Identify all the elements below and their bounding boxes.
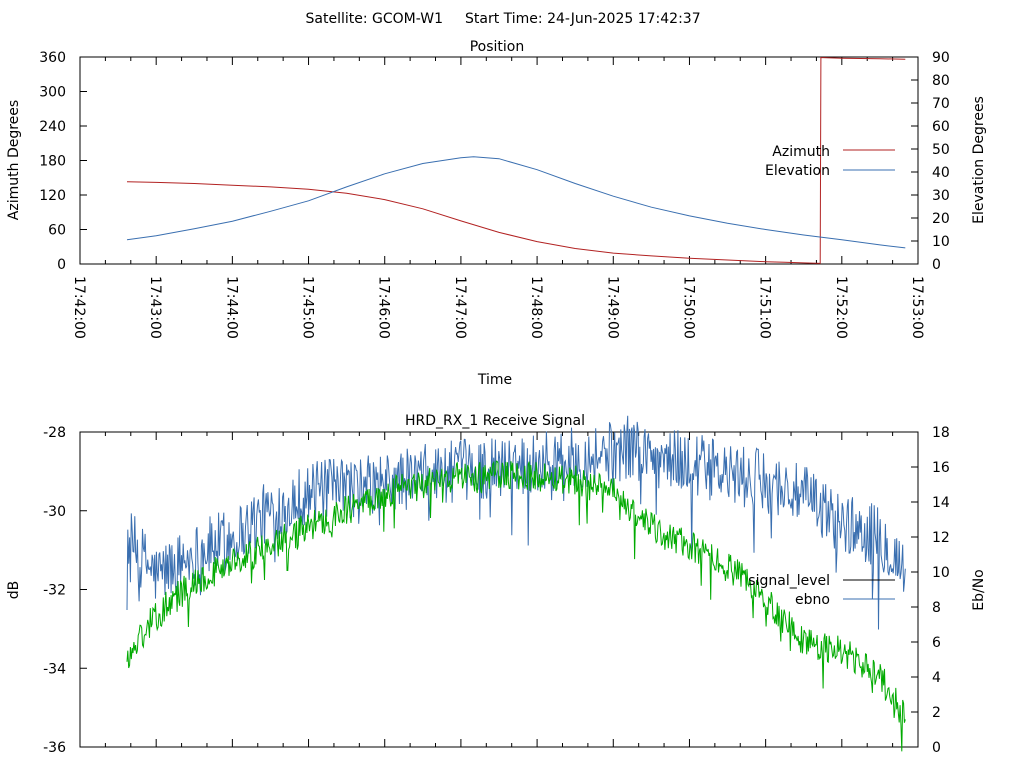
position-chart-title: Position	[470, 39, 525, 55]
x-tick-label: 17:45:00	[300, 276, 316, 339]
position-series	[126, 57, 906, 264]
y-right-tick-label: 2	[932, 705, 941, 721]
signal-axes: -36 -34 -32 -30 -28 0 2 4 6 8 10 12 14 16 18	[43, 425, 950, 756]
x-tick-label: 17:43:00	[147, 276, 163, 339]
x-tick-label: 17:44:00	[223, 276, 239, 339]
y-right-tick-label: 12	[932, 530, 950, 546]
y-right-tick-label: 30	[932, 188, 950, 204]
signal-series	[126, 415, 906, 752]
y-right-tick-label: 10	[932, 234, 950, 250]
y-right-tick-label: 70	[932, 96, 950, 112]
x-tick-label: 17:47:00	[452, 276, 468, 339]
position-chart: Position Azimuth Degrees Elevation Degre…	[6, 39, 987, 388]
y-left-tick-label: 300	[39, 85, 66, 101]
elevation-line	[126, 156, 906, 249]
y-left-tick-label: -32	[43, 583, 66, 599]
x-tick-label: 17:52:00	[833, 276, 849, 339]
y-right-tick-label: 16	[932, 460, 950, 476]
y-left-tick-label: -34	[43, 661, 66, 677]
signal-chart-title: HRD_RX_1 Receive Signal	[405, 413, 585, 429]
position-x-label: Time	[477, 372, 512, 388]
y-right-tick-label: 8	[932, 600, 941, 616]
position-y-left-label: Azimuth Degrees	[6, 100, 22, 220]
position-axes: 0 60 120 180 240 300 360 0 10 20 30 40 50 60 70 80 90 17:…	[39, 50, 950, 339]
y-right-tick-label: 4	[932, 670, 941, 686]
azimuth-line	[126, 57, 906, 264]
y-right-tick-label: 6	[932, 635, 941, 651]
satellite-label: Satellite: GCOM-W1	[306, 11, 443, 27]
legend-elevation-label: Elevation	[765, 163, 830, 179]
receive-signal-chart: HRD_RX_1 Receive Signal dB Eb/No -36-34-…	[6, 413, 987, 756]
signal-y-left-label: dB	[6, 581, 22, 600]
x-tick-label: 17:46:00	[376, 276, 392, 339]
y-left-tick-label: 180	[39, 154, 66, 170]
y-right-tick-label: 60	[932, 119, 950, 135]
y-left-tick-label: 120	[39, 188, 66, 204]
y-left-tick-label: 360	[39, 50, 66, 66]
y-right-tick-label: 90	[932, 50, 950, 66]
y-right-tick-label: 50	[932, 142, 950, 158]
y-right-tick-label: 80	[932, 73, 950, 89]
signal-y-right-label: Eb/No	[971, 569, 987, 611]
ebno-line	[126, 415, 906, 630]
x-tick-label: 17:48:00	[528, 276, 544, 339]
y-left-tick-label: 60	[48, 223, 66, 239]
y-left-tick-label: -30	[43, 504, 66, 520]
x-tick-label: 17:53:00	[909, 276, 925, 339]
x-tick-label: 17:42:00	[71, 276, 87, 339]
y-left-tick-label: 240	[39, 119, 66, 135]
x-tick-label: 17:51:00	[757, 276, 773, 339]
y-right-tick-label: 14	[932, 495, 950, 511]
x-tick-label: 17:49:00	[604, 276, 620, 339]
ebno-green-line	[126, 460, 906, 752]
y-left-tick-label: -36	[43, 740, 66, 756]
y-right-tick-label: 18	[932, 425, 950, 441]
y-right-tick-label: 40	[932, 165, 950, 181]
x-tick-label: 17:50:00	[680, 276, 696, 339]
y-right-tick-label: 10	[932, 565, 950, 581]
legend-signal-level-label: signal_level	[748, 573, 830, 589]
legend-ebno-label: ebno	[795, 592, 830, 608]
position-y-right-label: Elevation Degrees	[971, 96, 987, 224]
y-left-tick-label: -28	[43, 425, 66, 441]
start-time-label: Start Time: 24-Jun-2025 17:42:37	[465, 11, 701, 27]
y-right-tick-label: 20	[932, 211, 950, 227]
position-legend: Azimuth Elevation	[765, 144, 895, 179]
y-right-tick-label: 0	[932, 740, 941, 756]
y-right-tick-label: 0	[932, 257, 941, 273]
y-left-tick-label: 0	[57, 257, 66, 273]
legend-azimuth-label: Azimuth	[772, 144, 830, 160]
